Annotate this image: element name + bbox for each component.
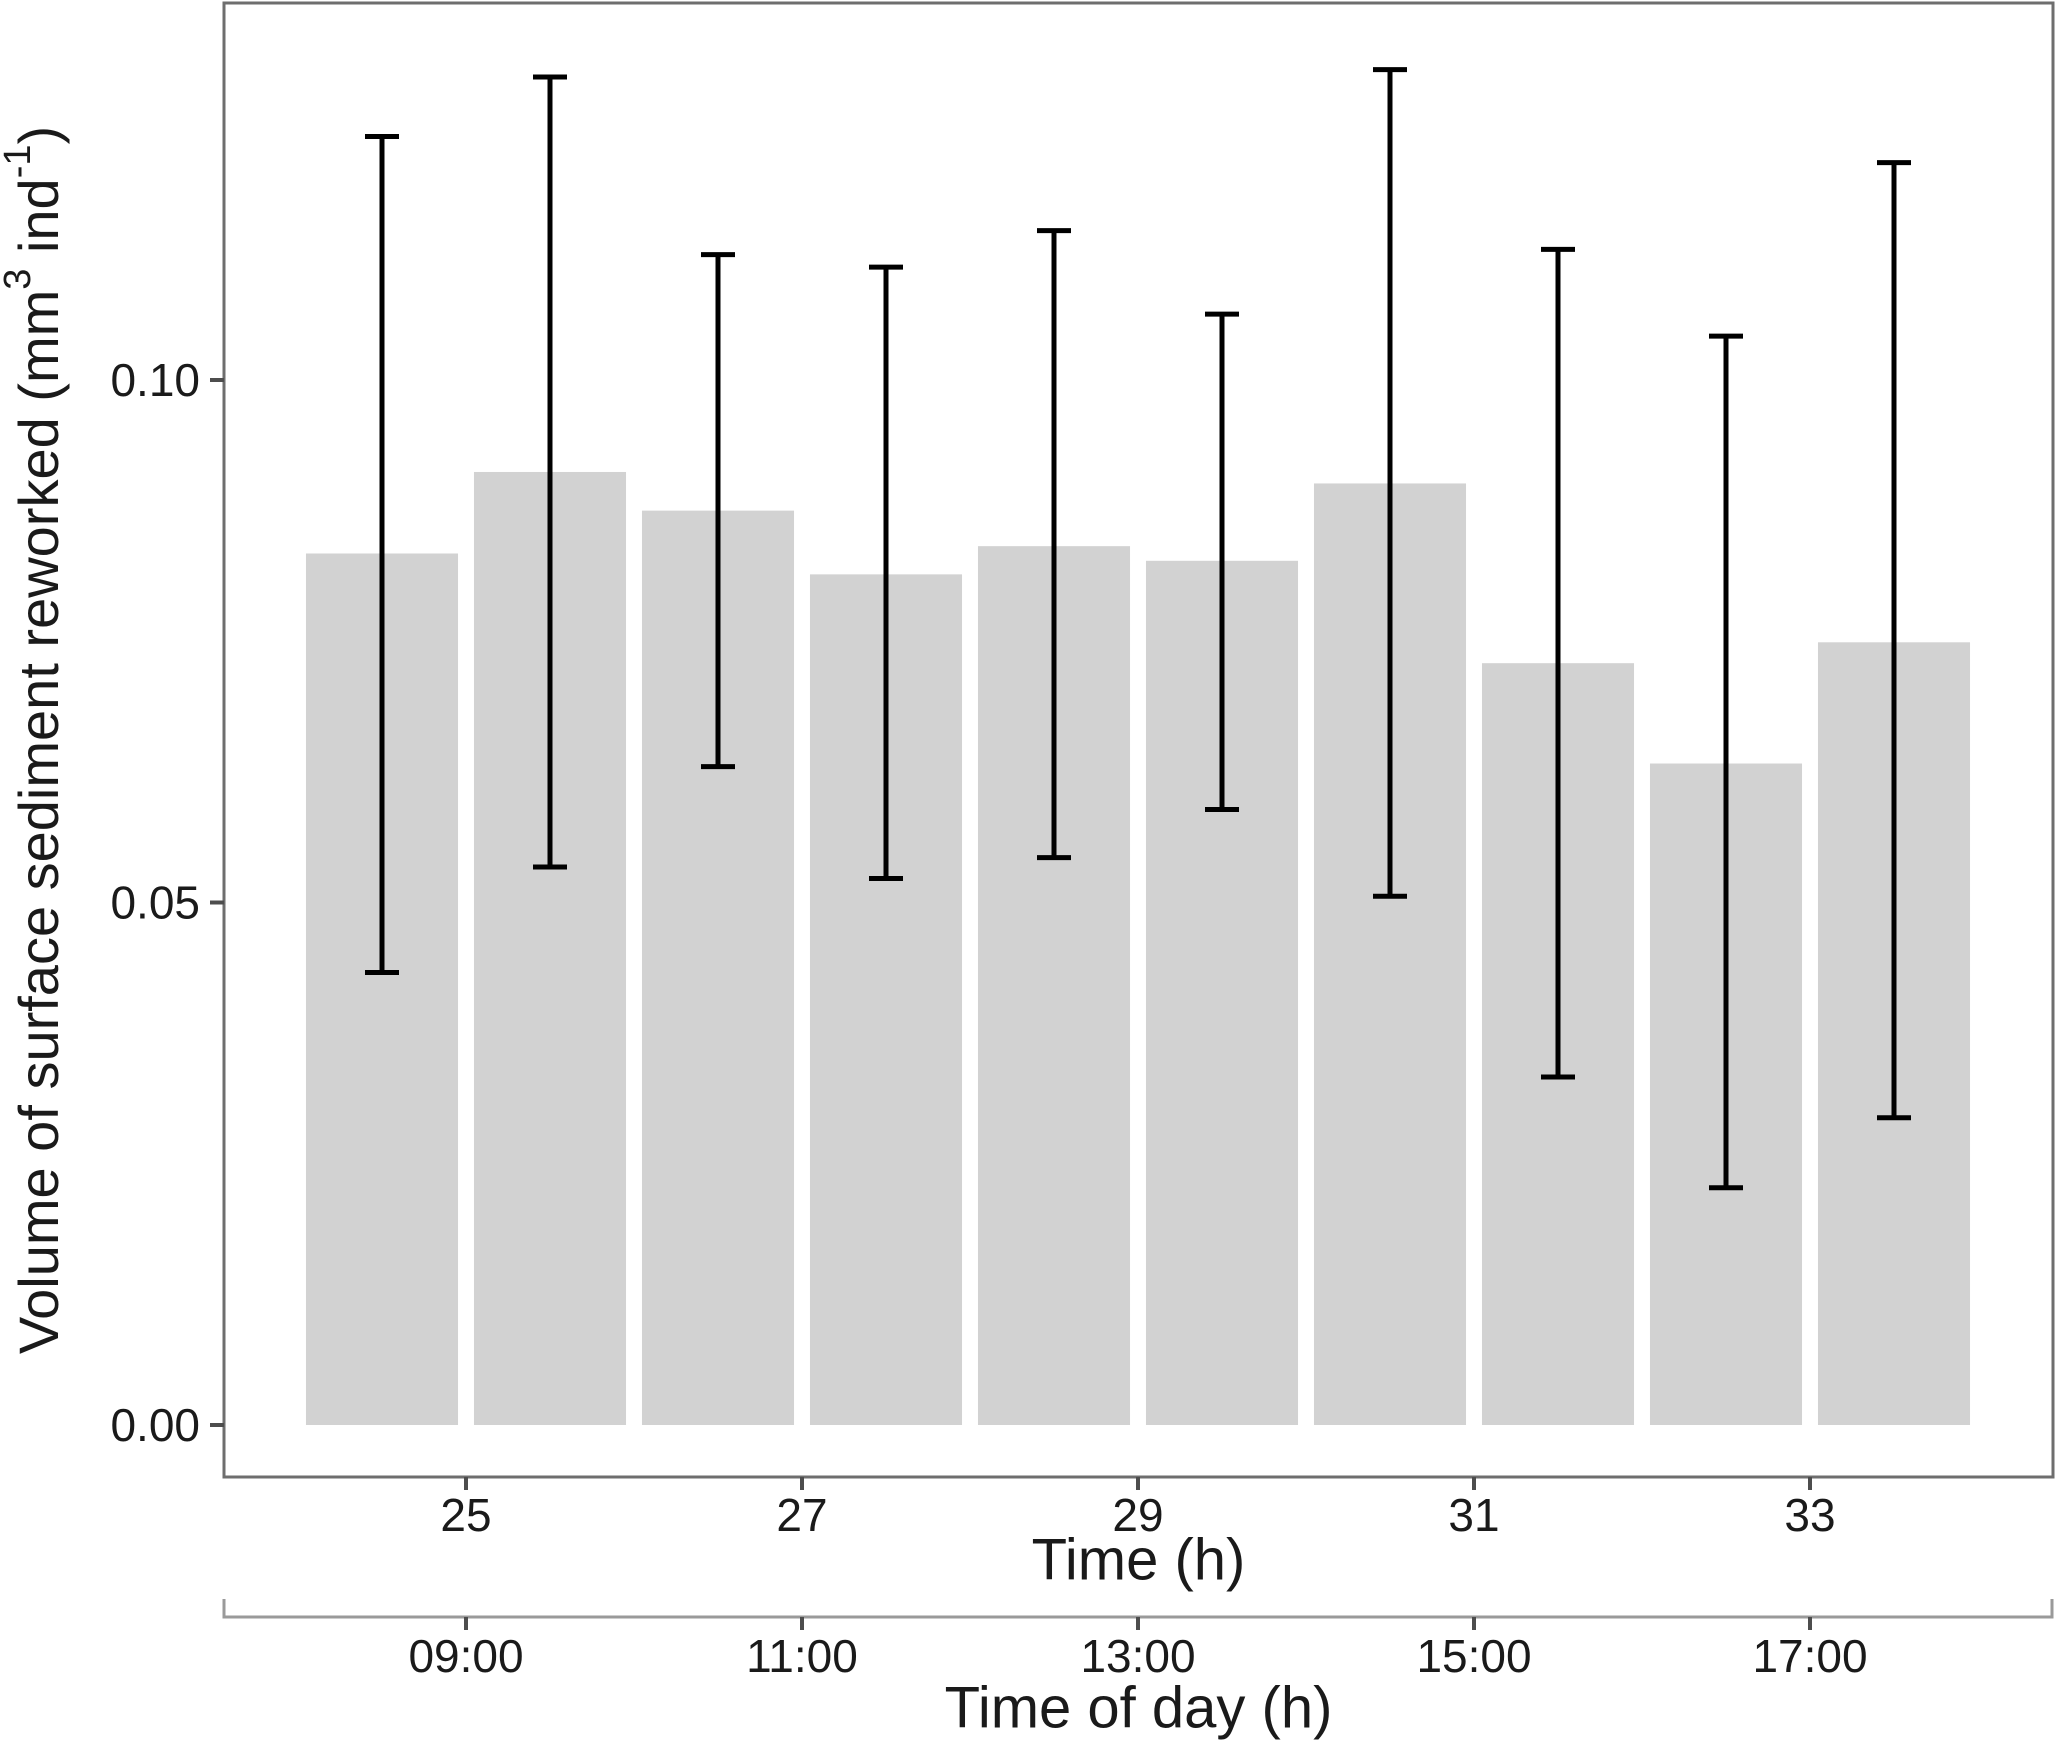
y-tick-label: 0.00 (110, 1399, 200, 1451)
x-tick-label: 25 (440, 1489, 491, 1541)
x-tick-label: 33 (1784, 1489, 1835, 1541)
y-axis-title: Volume of surface sediment reworked (mm3… (0, 126, 70, 1354)
x-tick-label: 31 (1448, 1489, 1499, 1541)
secondary-x-tick-label: 15:00 (1416, 1630, 1531, 1682)
secondary-axis-line (222, 1599, 2054, 1619)
secondary-x-tick-label: 17:00 (1752, 1630, 1867, 1682)
x-tick-label: 29 (1112, 1489, 1163, 1541)
secondary-x-tick-label: 09:00 (408, 1630, 523, 1682)
y-tick-label: 0.05 (110, 877, 200, 929)
x-tick-label: 27 (776, 1489, 827, 1541)
secondary-x-tick-label: 13:00 (1080, 1630, 1195, 1682)
x-axis-title: Time (h) (1032, 1528, 1246, 1593)
secondary-x-axis-title: Time of day (h) (945, 1676, 1333, 1741)
secondary-x-tick-label: 11:00 (746, 1630, 858, 1682)
y-tick-label: 0.10 (110, 354, 200, 406)
